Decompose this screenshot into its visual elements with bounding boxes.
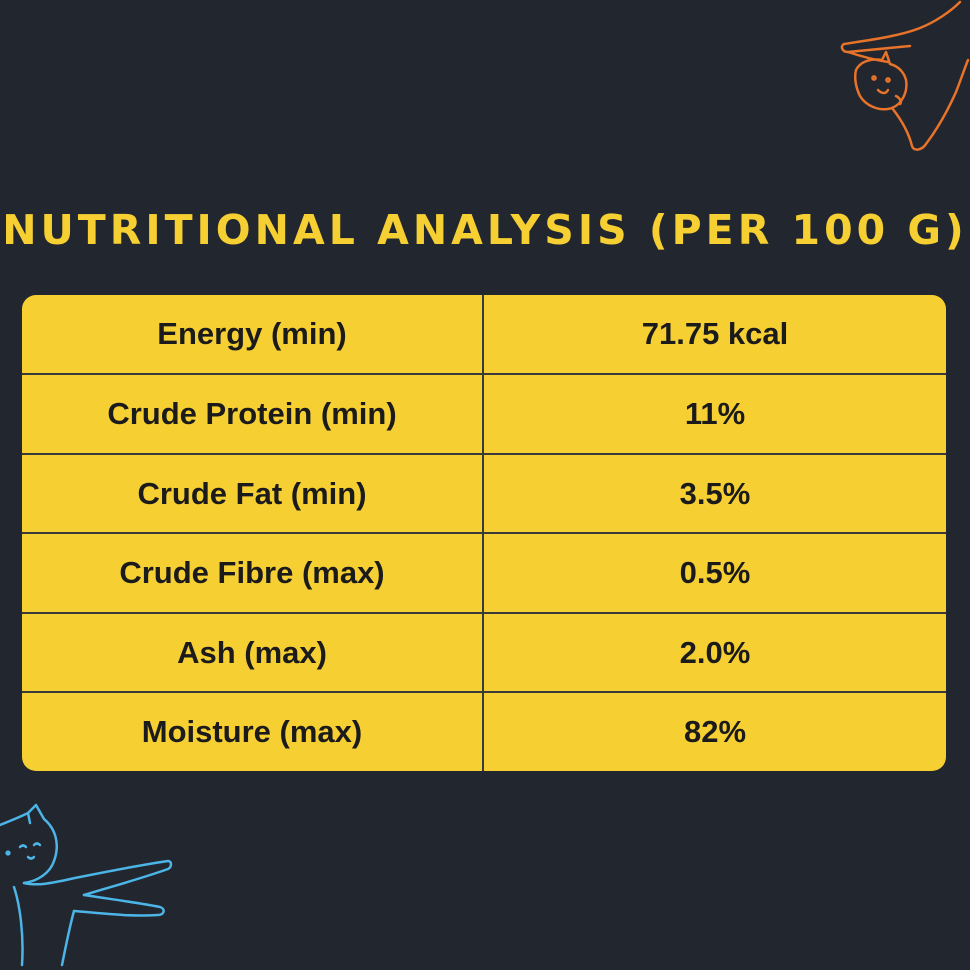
row-label: Crude Fat (min) [22, 455, 484, 533]
table-row: Ash (max) 2.0% [22, 614, 946, 692]
table-row: Crude Fat (min) 3.5% [22, 455, 946, 533]
row-divider [22, 453, 946, 455]
row-value: 2.0% [679, 635, 751, 670]
row-value: 11% [684, 396, 746, 431]
row-divider [22, 612, 946, 614]
row-divider [22, 691, 946, 693]
row-divider [22, 373, 946, 375]
row-value: 71.75 kcal [641, 316, 789, 351]
row-value: 82% [683, 714, 747, 749]
row-divider [22, 532, 946, 534]
orange-cat-doodle-icon [840, 0, 970, 151]
row-label: Crude Fibre (max) [22, 534, 484, 612]
row-value: 3.5% [679, 476, 751, 511]
row-label: Crude Protein (min) [22, 375, 484, 453]
table-row: Energy (min) 71.75 kcal [22, 295, 946, 373]
nutrition-table: Energy (min) 71.75 kcal Crude Protein (m… [22, 295, 946, 771]
page-title: NUTRITIONAL ANALYSIS (PER 100 G) [2, 206, 968, 254]
row-label: Moisture (max) [22, 693, 484, 771]
table-row: Moisture (max) 82% [22, 693, 946, 771]
row-label: Energy (min) [22, 295, 484, 373]
table-row: Crude Protein (min) 11% [22, 375, 946, 453]
blue-cat-doodle-icon [0, 803, 173, 967]
row-value: 0.5% [679, 555, 751, 590]
table-row: Crude Fibre (max) 0.5% [22, 534, 946, 612]
row-label: Ash (max) [22, 614, 484, 692]
